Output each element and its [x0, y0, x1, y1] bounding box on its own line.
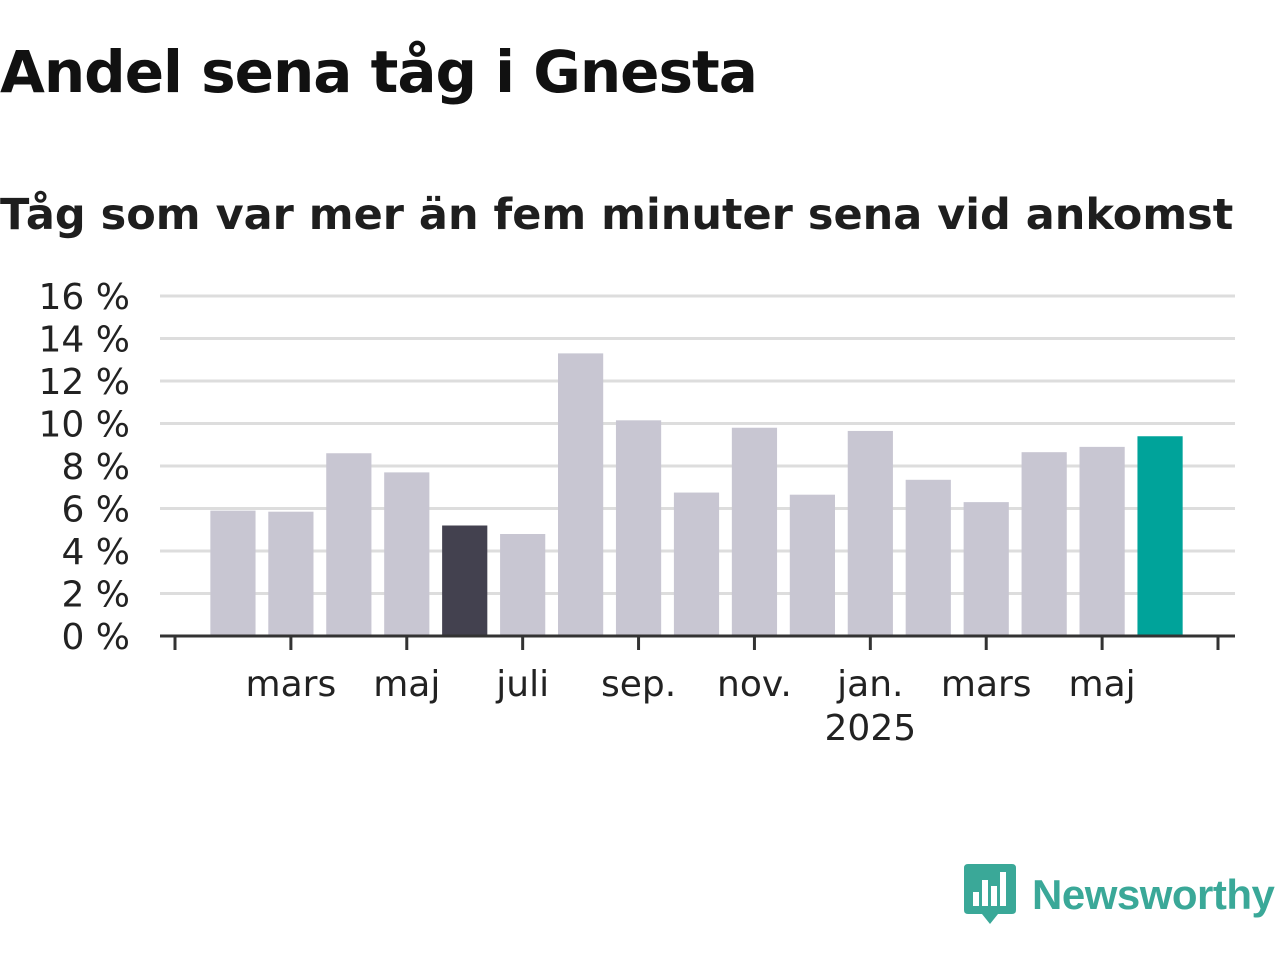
bar — [1079, 446, 1125, 636]
bar — [731, 427, 778, 636]
x-tick-label: jan. — [836, 664, 903, 705]
bar — [210, 510, 256, 636]
bar-chart: 0 %2 %4 %6 %8 %10 %12 %14 %16 %mars maj ju… — [39, 277, 1235, 749]
bar — [905, 479, 951, 636]
chart-title: Andel sena tåg i Gnesta — [0, 38, 758, 106]
x-tick-label: maj — [373, 664, 440, 705]
x-tick-label: mars — [941, 664, 1032, 705]
bar — [442, 525, 488, 636]
y-tick-label: 10 % — [39, 405, 130, 446]
brand-name: Newsworthy — [1032, 871, 1275, 918]
bar — [384, 472, 430, 636]
y-tick-label: 2 % — [61, 575, 130, 616]
bar — [963, 502, 1009, 636]
bar — [615, 420, 662, 636]
bar — [500, 534, 546, 636]
bar — [673, 492, 720, 636]
chart-speech-bubble-logo-icon — [964, 864, 1016, 924]
y-tick-label: 0 % — [61, 617, 130, 658]
x-tick-sublabel: 2025 — [825, 708, 917, 749]
bar — [789, 494, 835, 636]
y-tick-label: 14 % — [39, 320, 130, 361]
x-tick-label: mars — [246, 664, 337, 705]
bar — [1137, 436, 1183, 636]
x-tick-label: juli — [495, 664, 549, 705]
bar — [558, 353, 604, 636]
bar — [1021, 452, 1067, 636]
chart-subtitle: Tåg som var mer än fem minuter sena vid … — [0, 190, 1234, 240]
y-tick-label: 16 % — [39, 277, 130, 318]
x-tick-label: sep. — [601, 664, 676, 705]
bar — [268, 511, 314, 636]
y-tick-label: 4 % — [61, 532, 130, 573]
x-tick-label: maj — [1069, 664, 1136, 705]
bar — [847, 430, 893, 636]
bar — [326, 453, 372, 636]
y-tick-label: 12 % — [39, 362, 130, 403]
x-tick-label: nov. — [717, 664, 792, 705]
brand-logo: Newsworthy — [964, 864, 1275, 926]
y-tick-label: 6 % — [61, 490, 130, 531]
y-tick-label: 8 % — [61, 447, 130, 488]
